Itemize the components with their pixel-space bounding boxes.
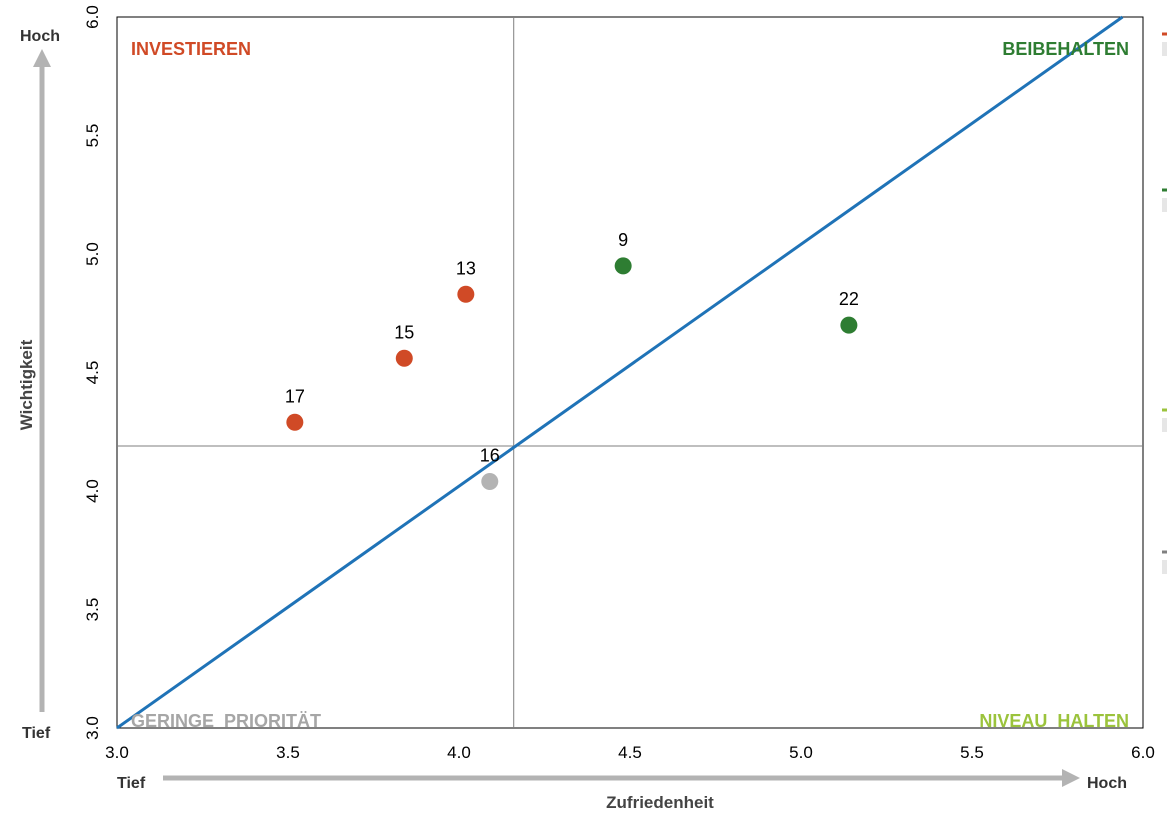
- legend-swatch: [1162, 560, 1167, 574]
- data-point-label: 13: [456, 258, 476, 278]
- x-tick-label: 5.0: [789, 743, 813, 762]
- legend-swatch: [1162, 42, 1167, 56]
- data-point-label: 15: [394, 322, 414, 342]
- diagonal-reference-line: [116, 15, 1124, 730]
- y-tick-label: 3.0: [83, 716, 102, 740]
- legend-swatch: [1162, 418, 1167, 432]
- legend-swatch: [1162, 198, 1167, 212]
- data-point: [481, 473, 499, 491]
- y-axis-low-label: Tief: [22, 725, 51, 742]
- quadrant-label-investieren: INVESTIEREN: [131, 39, 251, 59]
- data-point: [395, 349, 413, 367]
- y-tick-label: 5.5: [83, 124, 102, 148]
- y-axis-title: Wichtigkeit: [17, 339, 36, 430]
- x-axis-low-label: Tief: [117, 775, 146, 792]
- x-tick-label: 3.5: [276, 743, 300, 762]
- y-tick-label: 5.0: [83, 242, 102, 266]
- x-tick-label: 5.5: [960, 743, 984, 762]
- quadrant-label-geringe-prioritaet: GERINGE PRIORITÄT: [131, 711, 321, 731]
- x-axis-high-label: Hoch: [1087, 775, 1127, 792]
- plot-frame: [116, 16, 1144, 729]
- data-point-label: 16: [480, 446, 500, 466]
- data-point: [614, 257, 632, 275]
- quadrant-label-beibehalten: BEIBEHALTEN: [1002, 39, 1129, 59]
- x-axis-arrow-head: [1062, 769, 1080, 787]
- y-tick-label: 4.0: [83, 479, 102, 503]
- y-axis-high-label: Hoch: [20, 28, 60, 45]
- data-point: [457, 285, 475, 303]
- data-point-label: 9: [618, 230, 628, 250]
- y-tick-label: 4.5: [83, 361, 102, 385]
- x-tick-label: 6.0: [1131, 743, 1155, 762]
- y-tick-label: 6.0: [83, 5, 102, 29]
- x-axis-title: Zufriedenheit: [606, 793, 714, 812]
- data-point: [840, 316, 858, 334]
- x-tick-label: 3.0: [105, 743, 129, 762]
- data-point-label: 22: [839, 289, 859, 309]
- data-point: [286, 413, 304, 431]
- y-axis-arrow-head: [33, 49, 51, 67]
- x-tick-label: 4.5: [618, 743, 642, 762]
- quadrant-label-niveau-halten: NIVEAU HALTEN: [979, 711, 1129, 731]
- x-tick-label: 4.0: [447, 743, 471, 762]
- y-tick-label: 3.5: [83, 598, 102, 622]
- data-point-label: 17: [285, 386, 305, 406]
